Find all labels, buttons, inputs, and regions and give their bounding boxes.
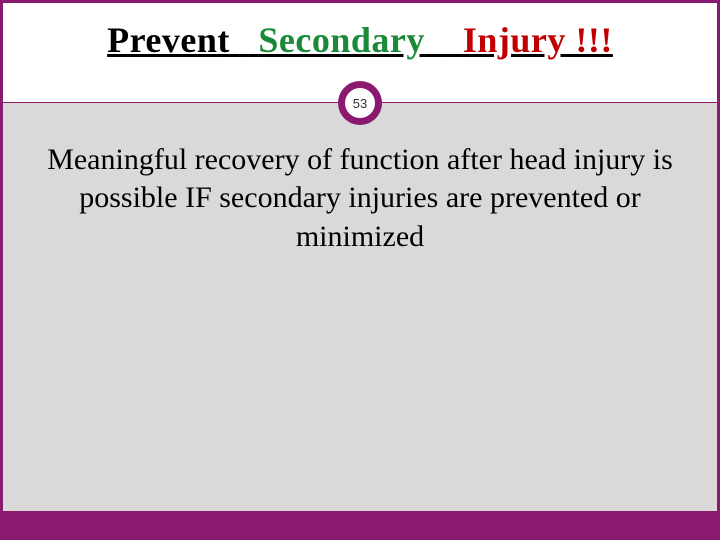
body-text: Meaningful recovery of function after he… (3, 103, 717, 256)
badge-inner-circle: 53 (345, 88, 375, 118)
title-word-secondary: Secondary (258, 20, 425, 60)
slide-number: 53 (353, 96, 367, 111)
title-word-injury: Injury (463, 20, 566, 60)
title-word-prevent: Prevent (107, 20, 230, 60)
slide-container: Prevent Secondary Injury !!! 53 Meaningf… (0, 0, 720, 540)
badge-outer-circle: 53 (338, 81, 382, 125)
slide-number-badge: 53 (338, 81, 382, 125)
footer-bar (3, 511, 717, 537)
title-exclaim: !!! (575, 20, 612, 60)
slide-title: Prevent Secondary Injury !!! (3, 3, 717, 61)
title-region: Prevent Secondary Injury !!! 53 (3, 3, 717, 103)
